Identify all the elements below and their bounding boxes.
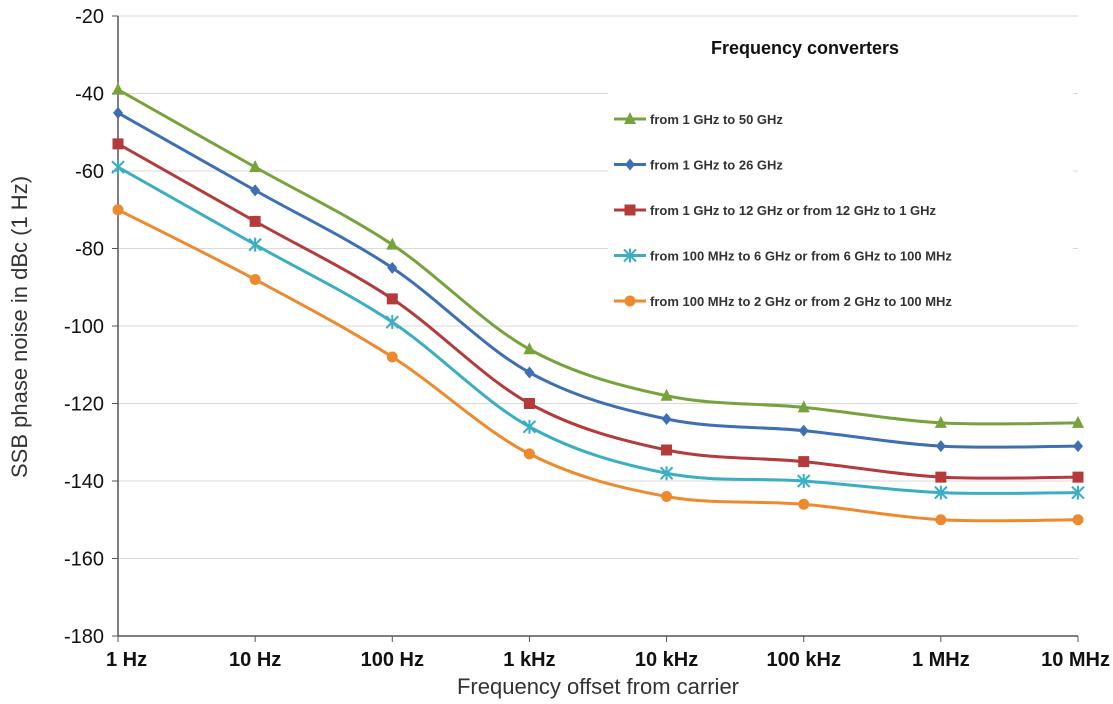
x-tick-label: 10 Hz [229,649,281,671]
x-axis-title: Frequency offset from carrier [457,674,739,699]
x-tick-labels: 1 Hz 10 Hz 100 Hz 1 kHz 10 kHz 100 kHz 1 MHz 10… [106,649,1110,671]
data-point [661,491,673,502]
data-point [249,215,261,227]
x-tick-label: 100 kHz [766,649,841,671]
data-point [1072,471,1084,483]
y-tick-label: -100 [64,316,104,338]
data-point [522,419,537,434]
data-point [797,400,810,413]
series-line [117,111,1079,449]
data-point [386,293,398,305]
legend-swatch-marker [624,112,636,124]
data-point [250,184,261,197]
y-tick-label: -180 [64,626,104,648]
series-line [117,165,1079,495]
series-1 [112,82,1084,428]
legend-item: from 1 GHz to 26 GHz [614,158,783,173]
series-4 [111,160,1085,500]
legend-title: Frequency converters [711,38,899,58]
x-tick-label: 10 kHz [635,649,698,671]
y-tick-label: -160 [64,549,104,571]
data-point [935,514,947,526]
data-point [934,415,947,428]
data-point [797,474,811,488]
data-point [112,82,124,95]
data-point [659,466,674,481]
data-point [661,413,672,425]
data-point [660,388,673,401]
data-point [386,351,398,363]
y-tick-label: -80 [75,239,104,261]
data-point [112,204,124,216]
legend-background [608,30,1073,320]
data-point [249,274,261,285]
data-point [798,424,809,437]
legend-swatch-marker [624,204,636,216]
data-point [523,342,536,355]
data-point [524,366,535,379]
legend-swatch-marker [625,158,635,171]
data-point [523,398,535,409]
data-point [661,444,673,456]
data-point [1072,415,1084,428]
data-point [1071,485,1085,500]
legend-items: from 1 GHz to 50 GHz from 1 GHz to 26 GHz… [614,112,952,309]
data-point [934,485,948,500]
x-tick-label: 1 MHz [912,649,970,671]
legend-label: from 1 GHz to 12 GHz or from 12 GHz to 1… [650,203,937,218]
series-line [117,208,1079,523]
data-point [523,448,535,460]
data-point [249,160,262,173]
legend-label: from 100 MHz to 2 GHz or from 2 GHz to 1… [650,294,952,309]
x-tick-label: 1 kHz [503,649,555,671]
data-point [112,138,124,150]
y-tick-label: -20 [75,6,104,28]
data-point [387,261,398,274]
legend-item: from 100 MHz to 2 GHz or from 2 GHz to 1… [614,294,952,309]
x-tick-label: 100 Hz [361,649,424,671]
legend-label: from 1 GHz to 26 GHz [650,158,783,173]
data-point [935,471,947,483]
series-5 [112,204,1084,526]
legend-item: from 1 GHz to 12 GHz or from 12 GHz to 1… [614,203,937,218]
series-lines [111,82,1085,526]
legend: Frequency converters from 1 GHz to 50 GH… [608,30,1073,320]
x-tick-label: 1 Hz [106,649,147,671]
series-line [117,88,1079,426]
data-point [798,456,810,468]
data-point [1072,514,1084,526]
y-tick-labels: -20 -40 -60 -80 -100 -120 -140 -160 -180 [64,6,104,648]
legend-label: from 1 GHz to 50 GHz [650,112,783,127]
y-axis-title: SSB phase noise in dBc (1 Hz) [7,176,32,478]
data-point [386,237,399,250]
data-point [1073,440,1083,453]
data-point [385,315,399,330]
legend-swatch-marker [623,248,637,263]
series-2 [113,106,1083,453]
legend-label: from 100 MHz to 6 GHz or from 6 GHz to 1… [650,249,952,264]
legend-item: from 100 MHz to 6 GHz or from 6 GHz to 1… [614,248,952,264]
data-point [935,440,946,453]
y-tick-label: -60 [75,161,104,183]
data-point [248,237,262,252]
legend-item: from 1 GHz to 50 GHz [614,112,783,127]
series-3 [112,138,1084,483]
data-point [111,160,125,175]
x-tick-label: 10 MHz [1041,649,1110,671]
data-point [113,106,123,119]
data-point [798,498,810,510]
legend-swatch-marker [624,295,636,307]
y-tick-label: -40 [75,84,104,106]
y-tick-label: -140 [64,471,104,493]
y-tick-label: -120 [64,394,104,416]
series-line [117,142,1079,480]
